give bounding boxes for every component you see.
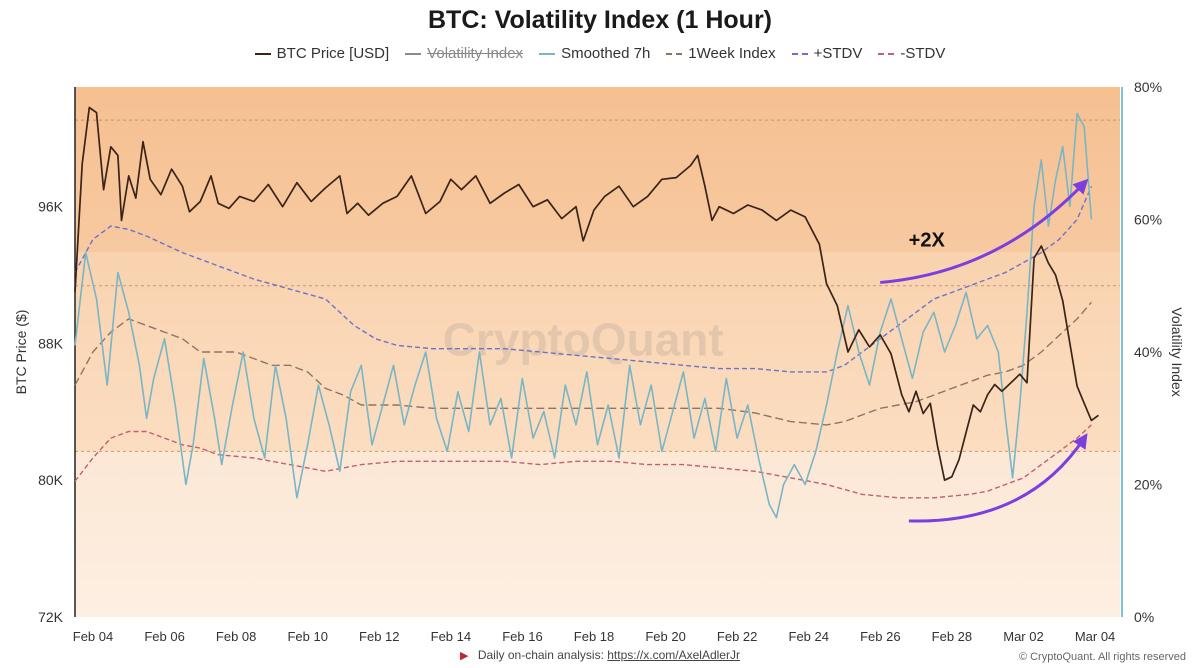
- y-axis-title-right: Volatility Index: [1169, 307, 1185, 397]
- legend-label: BTC Price [USD]: [276, 45, 390, 62]
- chart-title: BTC: Volatility Index (1 Hour): [428, 6, 772, 34]
- x-tick-label: Feb 26: [860, 629, 900, 644]
- series-line-stdv: [74, 186, 1093, 373]
- series-line-stdv: [74, 424, 1092, 499]
- x-tick-label: Mar 02: [1003, 629, 1043, 644]
- legend-label: Smoothed 7h: [561, 45, 651, 62]
- background-gradient: [75, 87, 1120, 617]
- footer: ▶ Daily on-chain analysis: https://x.com…: [0, 648, 1200, 662]
- x-tick-label: Feb 08: [216, 629, 256, 644]
- x-tick-label: Feb 18: [574, 629, 614, 644]
- x-tick-label: Mar 04: [1075, 629, 1115, 644]
- chart-legend: BTC Price [USD] Volatility Index Smoothed …: [0, 45, 1200, 62]
- legend-swatch: [539, 52, 556, 55]
- x-tick-label: Feb 06: [144, 629, 184, 644]
- legend-item[interactable]: -STDV: [878, 45, 945, 62]
- y-tick-label-right: 60%: [1134, 212, 1162, 228]
- series-line-1week-index: [74, 301, 1092, 426]
- y-tick-label-left: 96K: [38, 199, 64, 215]
- y-tick-label-right: 40%: [1134, 344, 1162, 360]
- y-tick-label-left: 72K: [38, 609, 64, 625]
- legend-item[interactable]: 1Week Index: [666, 45, 776, 62]
- x-tick-label: Feb 16: [502, 629, 542, 644]
- series-line-btc-price-usd: [74, 106, 1099, 482]
- legend-item[interactable]: Smoothed 7h: [539, 45, 650, 62]
- legend-label: -STDV: [900, 45, 946, 62]
- legend-swatch: [878, 52, 895, 55]
- x-tick-label: Feb 10: [287, 629, 327, 644]
- legend-label: +STDV: [813, 45, 863, 62]
- y-tick-label-right: 20%: [1134, 477, 1162, 493]
- legend-swatch: [254, 52, 271, 55]
- trend-arrow-lower: [908, 433, 1088, 523]
- annotation-label: +2X: [909, 229, 946, 251]
- y-axis-title-left: BTC Price ($): [13, 310, 29, 395]
- x-tick-label: Feb 24: [789, 629, 829, 644]
- watermark: CryptoQuant: [443, 313, 724, 365]
- copyright: © CryptoQuant. All rights reserved: [1018, 651, 1186, 663]
- y-tick-label-left: 80K: [38, 472, 64, 488]
- footer-text: Daily on-chain analysis:: [477, 648, 604, 662]
- x-tick-label: Feb 20: [645, 629, 685, 644]
- y-tick-label-left: 88K: [38, 335, 64, 351]
- x-tick-label: Feb 12: [359, 629, 399, 644]
- legend-swatch: [791, 52, 808, 55]
- series-line-smoothed-7h: [74, 112, 1093, 519]
- y-tick-label-right: 80%: [1134, 79, 1162, 95]
- legend-item[interactable]: +STDV: [791, 45, 863, 62]
- trend-arrow-upper: [880, 178, 1089, 284]
- legend-swatch: [405, 52, 422, 55]
- footer-link[interactable]: https://x.com/AxelAdlerJr: [607, 648, 740, 662]
- y-tick-label-right: 0%: [1134, 609, 1154, 625]
- flag-icon: ▶: [460, 650, 469, 662]
- legend-item[interactable]: Volatility Index: [405, 45, 523, 62]
- x-tick-label: Feb 28: [932, 629, 972, 644]
- legend-swatch: [666, 52, 683, 55]
- legend-label: 1Week Index: [688, 45, 776, 62]
- legend-label: Volatility Index: [427, 45, 524, 62]
- x-tick-label: Feb 04: [73, 629, 113, 644]
- legend-item[interactable]: BTC Price [USD]: [254, 45, 390, 62]
- x-tick-label: Feb 14: [431, 629, 471, 644]
- x-tick-label: Feb 22: [717, 629, 757, 644]
